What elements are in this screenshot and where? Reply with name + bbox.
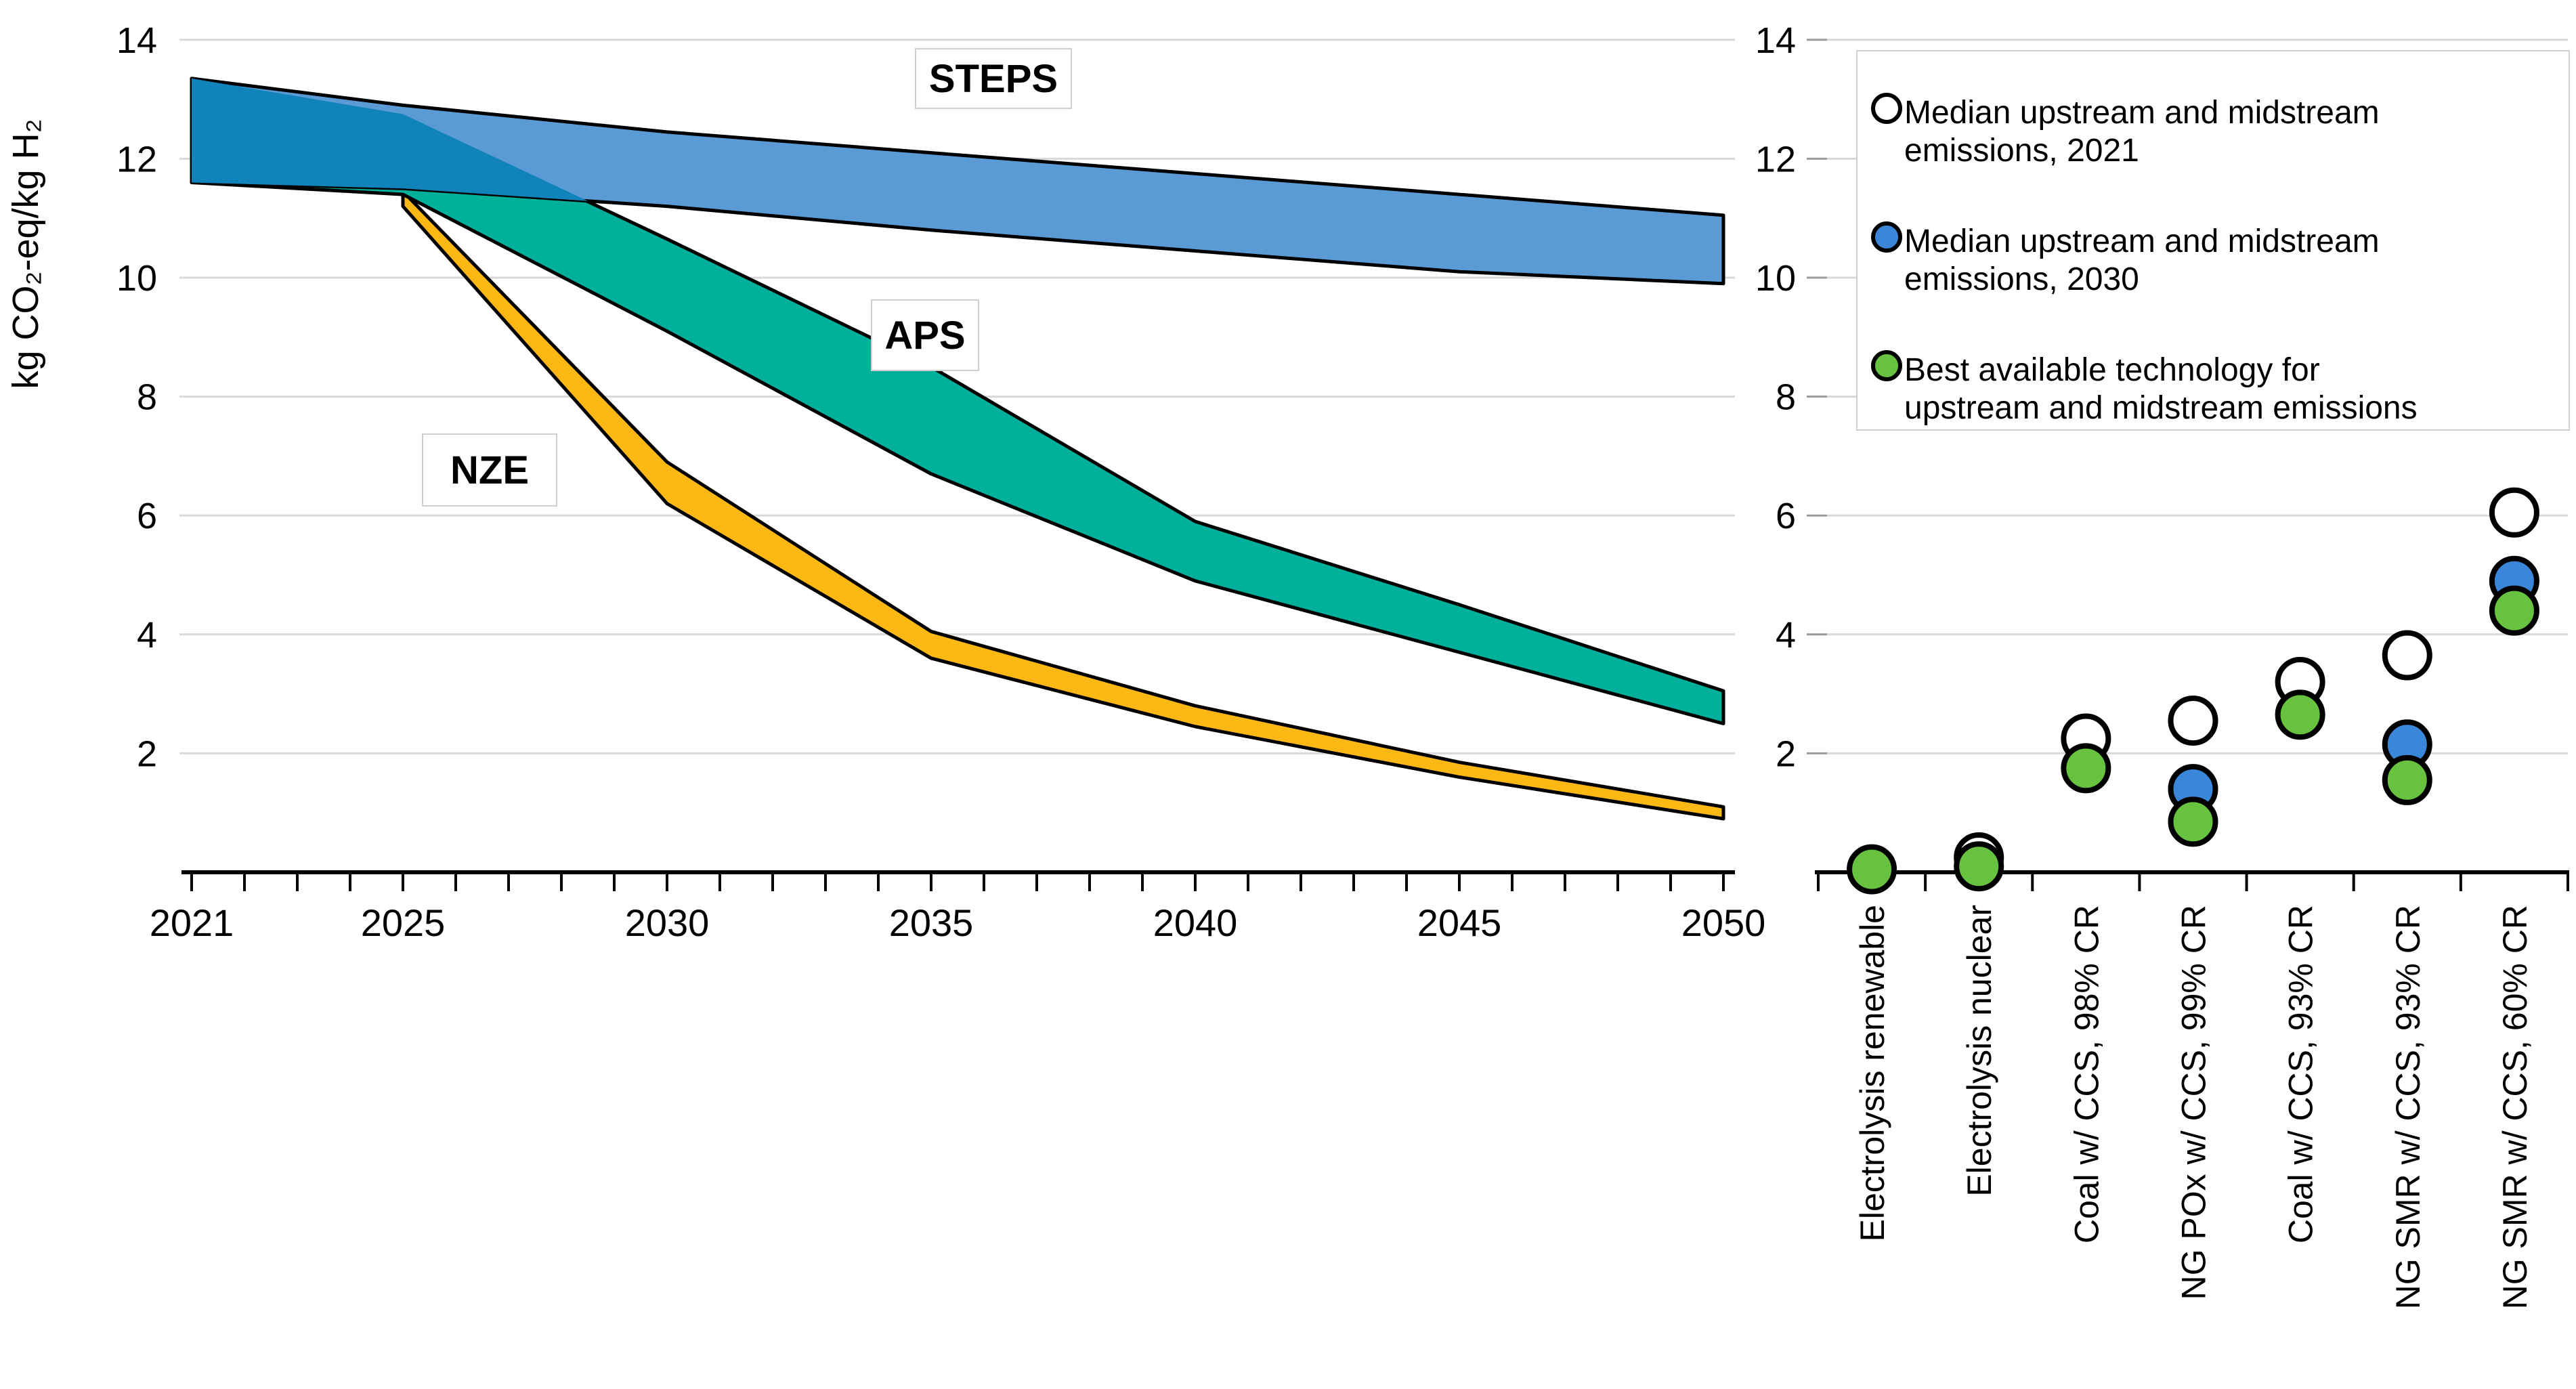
marker-best-available <box>2168 796 2218 847</box>
legend-item-label: Median upstream and midstream <box>1904 223 2380 259</box>
marker-median-2021 <box>2168 696 2218 746</box>
nze-band <box>401 190 1725 821</box>
scenario-label-text: NZE <box>450 448 529 492</box>
scenario-label-box <box>915 48 1072 109</box>
aps-label: APS <box>871 299 979 371</box>
x-axis-tick-label: 2025 <box>361 901 446 944</box>
x-axis-tick-label: 2045 <box>1417 901 1502 944</box>
x-axis-tick-label: 2050 <box>1681 901 1766 944</box>
y-axis-tick-label: 12 <box>116 139 157 179</box>
y-axis-tick-label: 8 <box>1776 377 1796 418</box>
marker-best-available <box>2489 585 2539 636</box>
marker-best-available <box>2382 754 2432 805</box>
legend-marker-icon <box>1871 93 1902 124</box>
marker-median-2021 <box>2382 630 2432 681</box>
y-axis-tick-label: 2 <box>1776 733 1796 774</box>
y-axis-tick-label: 10 <box>116 258 157 299</box>
legend-item-label: emissions, 2021 <box>1904 133 2139 169</box>
x-axis-tick-label: 2035 <box>889 901 974 944</box>
legend-marker-icon <box>1871 350 1902 381</box>
y-axis-tick-label: 14 <box>1755 20 1796 61</box>
marker-median-2021 <box>2489 487 2539 538</box>
x-axis-tick-label: 2021 <box>150 901 234 944</box>
legend-item-label: upstream and midstream emissions <box>1904 390 2418 426</box>
y-axis-tick-label: 6 <box>1776 496 1796 536</box>
aps-band <box>190 77 1725 725</box>
marker-best-available <box>2275 689 2325 740</box>
y-axis-tick-label: 2 <box>137 733 157 774</box>
scatter-chart-panel: 2 4 6 8 10 12 14 Electrolysis renewable Electrol… <box>1755 20 2570 1309</box>
scenario-label-box <box>422 433 557 507</box>
y-axis-tick-label: 4 <box>1776 615 1796 656</box>
y-axis-tick-label: 6 <box>137 496 157 536</box>
legend-item-label: emissions, 2030 <box>1904 261 2139 297</box>
category-label: NG SMR w/ CCS, 93% CR <box>2389 905 2427 1309</box>
scenario-label-box <box>871 299 979 371</box>
scenario-label-text: STEPS <box>929 57 1058 101</box>
category-label: NG POx w/ CCS, 99% CR <box>2174 905 2212 1300</box>
marker-best-available <box>1847 844 1897 895</box>
steps-label: STEPS <box>915 48 1072 109</box>
scenario-label-text: APS <box>884 314 965 358</box>
legend-marker-icon <box>1871 221 1902 253</box>
y-axis-title: kg CO₂-eq/kg H₂ <box>5 119 46 389</box>
category-label: Coal w/ CCS, 98% CR <box>2067 905 2105 1243</box>
y-axis-tick-label: 10 <box>1755 258 1796 299</box>
x-axis-tick-label: 2040 <box>1153 901 1238 944</box>
x-axis-tick-label: 2030 <box>625 901 710 944</box>
category-label: Electrolysis nuclear <box>1960 905 1998 1197</box>
category-label: NG SMR w/ CCS, 60% CR <box>2496 905 2534 1309</box>
y-axis-tick-label: 4 <box>137 615 157 656</box>
y-axis-tick-label: 8 <box>137 377 157 418</box>
band-chart-panel: 2 4 6 8 10 12 14 kg CO₂-eq/kg H₂ 2021 2025 2030 203… <box>5 20 1765 944</box>
y-axis-tick-label: 14 <box>116 20 157 61</box>
marker-best-available <box>1954 841 2004 892</box>
y-axis-tick-label: 12 <box>1755 139 1796 179</box>
legend: Median upstream and midstreamemissions, … <box>1856 50 2570 431</box>
category-label: Electrolysis renewable <box>1853 905 1891 1241</box>
category-label: Coal w/ CCS, 93% CR <box>2282 905 2320 1243</box>
legend-item-label: Median upstream and midstream <box>1904 95 2380 131</box>
steps-aps-overlap-region <box>192 78 588 201</box>
legend-item-label: Best available technology for <box>1904 352 2320 388</box>
marker-best-available <box>2061 743 2111 794</box>
nze-label: NZE <box>422 433 557 507</box>
legend-box <box>1856 50 2570 431</box>
